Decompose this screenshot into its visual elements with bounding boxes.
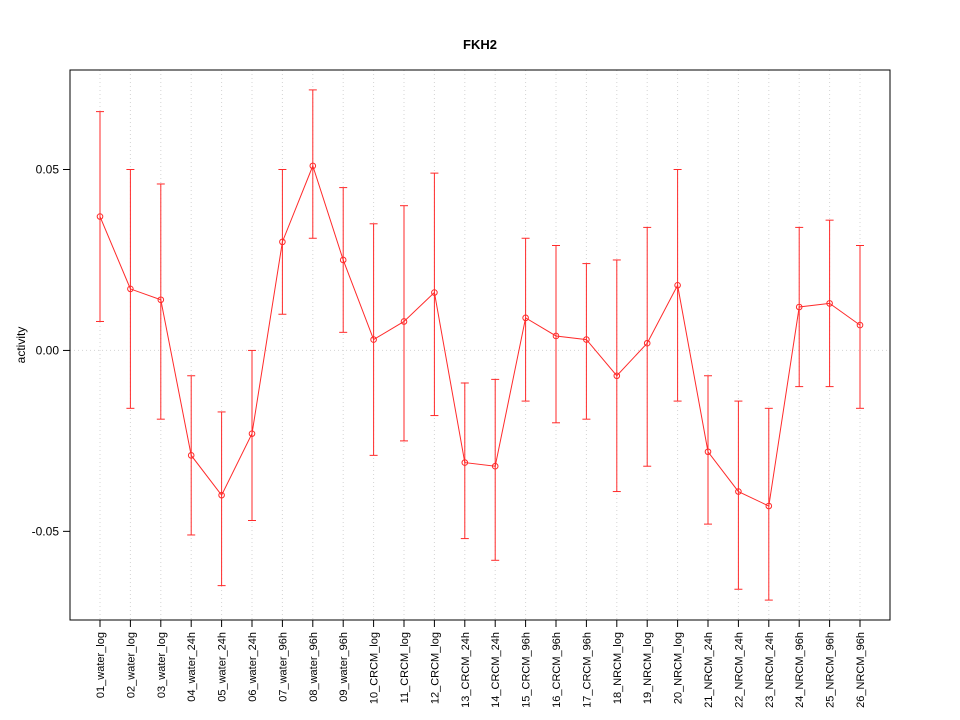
x-tick-label: 22_NRCM_24h: [733, 632, 745, 708]
y-tick-label: 0.05: [36, 163, 60, 177]
x-tick-label: 21_NRCM_24h: [703, 632, 715, 708]
x-tick-label: 07_water_96h: [277, 632, 289, 702]
y-axis-title: activity: [14, 327, 28, 364]
data-point: [583, 336, 590, 343]
x-tick-label: 03_water_log: [156, 632, 168, 698]
x-tick-label: 13_CRCM_24h: [460, 632, 472, 708]
data-point: [157, 296, 165, 304]
data-point: [552, 332, 560, 340]
data-point: [856, 321, 864, 329]
data-point: [127, 285, 134, 293]
x-tick-label: 02_water_log: [125, 632, 137, 698]
data-point: [674, 281, 681, 289]
data-point: [613, 372, 621, 380]
x-tick-label: 05_water_24h: [217, 632, 229, 702]
data-point: [248, 430, 256, 437]
x-tick-label: 25_NRCM_96h: [825, 632, 837, 708]
data-point: [522, 314, 529, 322]
data-points: [96, 162, 864, 510]
x-axis: [99, 620, 861, 627]
x-tick-label: 12_CRCM_log: [429, 632, 441, 704]
x-tick-label: 23_NRCM_24h: [764, 632, 776, 708]
x-tick-label: 17_CRCM_96h: [581, 632, 593, 708]
data-point: [218, 491, 225, 499]
x-tick-label: 24_NRCM_96h: [794, 632, 806, 708]
x-tick-label: 08_water_96h: [308, 632, 320, 702]
x-tick-label: 10_CRCM_log: [369, 632, 381, 704]
series-line: [99, 164, 861, 507]
data-point: [795, 303, 803, 311]
x-tick-label: 18_NRCM_log: [612, 632, 624, 704]
data-point: [735, 488, 742, 495]
data-point: [765, 502, 773, 510]
y-axis: -0.05 0.00 0.05: [32, 163, 70, 538]
x-tick-label: 16_CRCM_96h: [551, 632, 563, 708]
data-point: [491, 462, 499, 470]
x-tick-label: 14_CRCM_24h: [490, 632, 502, 708]
y-tick-label: -0.05: [32, 524, 60, 538]
x-tick-label: 09_water_96h: [338, 632, 350, 702]
error-bars: [96, 89, 864, 601]
data-point: [826, 300, 833, 307]
data-point: [461, 459, 469, 466]
data-point: [370, 336, 377, 343]
x-tick-label: 11_CRCM_log: [399, 632, 411, 703]
data-point: [309, 162, 317, 170]
data-point: [704, 448, 712, 456]
data-point: [187, 452, 195, 459]
x-tick-label: 15_CRCM_96h: [521, 632, 533, 708]
y-tick-label: 0.00: [36, 343, 60, 357]
x-tick-label: 06_water_24h: [247, 632, 259, 702]
chart-title: FKH2: [463, 37, 497, 52]
plot-box: [69, 69, 891, 621]
x-tick-label: 04_water_24h: [186, 632, 198, 702]
data-point: [339, 256, 347, 264]
x-tick-label: 20_NRCM_log: [673, 632, 685, 704]
gridlines: [70, 70, 890, 620]
data-point: [96, 213, 104, 220]
x-tick-label: 19_NRCM_log: [642, 632, 654, 704]
x-axis-labels: 01_water_log 02_water_log 03_water_log 04_w…: [95, 632, 867, 708]
data-point: [279, 238, 286, 246]
data-point: [643, 339, 651, 347]
data-point: [400, 318, 408, 325]
data-point: [431, 289, 438, 296]
x-tick-label: 26_NRCM_96h: [855, 632, 867, 708]
x-tick-label: 01_water_log: [95, 632, 107, 698]
